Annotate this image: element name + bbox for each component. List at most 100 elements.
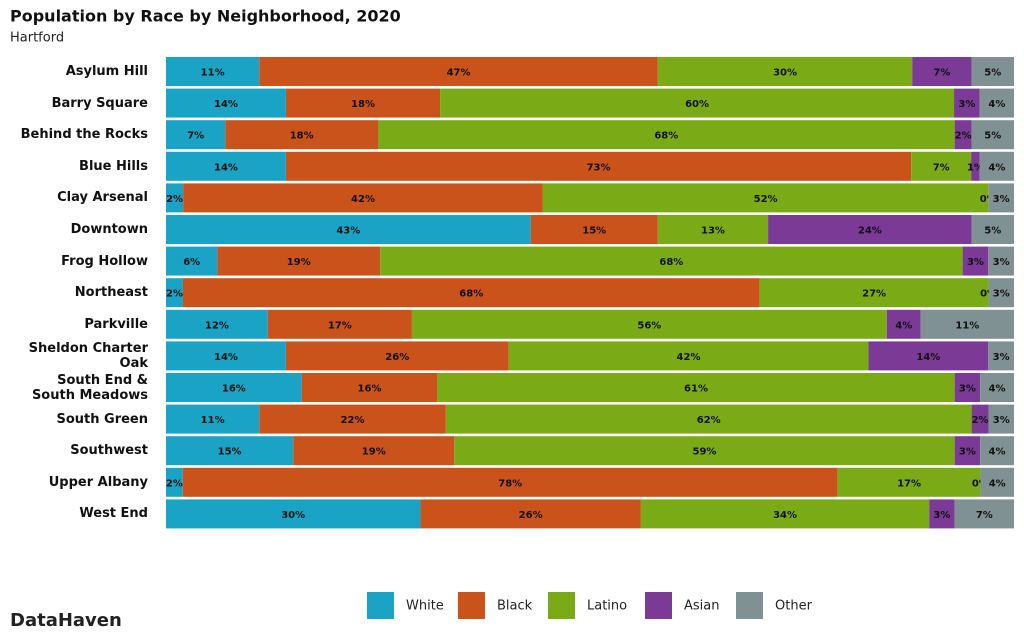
bar-segment	[166, 341, 286, 371]
bar-segment	[166, 88, 286, 118]
bar-segment	[166, 467, 183, 497]
value-label: 18%	[290, 131, 314, 142]
legend-swatch	[367, 592, 394, 619]
legend-label: Other	[775, 599, 813, 614]
value-label: 5%	[984, 131, 1001, 142]
legend-swatch	[736, 592, 763, 619]
value-label: 7%	[976, 510, 993, 521]
bar-segment	[166, 57, 260, 86]
value-label: 27%	[862, 289, 886, 300]
bar-segment	[285, 151, 912, 181]
value-label: 19%	[362, 447, 386, 458]
bar-segment	[166, 499, 421, 529]
value-label: 4%	[989, 447, 1006, 458]
value-label: 1%	[967, 162, 984, 173]
bar-segment	[988, 404, 1014, 434]
bar-segment	[440, 88, 955, 118]
bar-segment	[166, 373, 302, 402]
bar-segment	[380, 246, 963, 276]
bar-segment	[259, 404, 446, 434]
value-label: 3%	[967, 257, 984, 268]
value-label: 68%	[459, 289, 483, 300]
value-label: 2%	[955, 131, 972, 142]
bar-segment	[920, 309, 1014, 339]
value-label: 47%	[447, 68, 471, 79]
category-label: Parkville	[84, 316, 148, 332]
value-label: 78%	[498, 478, 522, 489]
value-label: 42%	[351, 194, 375, 205]
value-label: 2%	[972, 415, 989, 426]
value-label: 3%	[959, 447, 976, 458]
bar-segment	[183, 183, 543, 213]
category-label: Blue Hills	[79, 158, 148, 174]
bar-segment	[768, 215, 972, 244]
value-label: 19%	[287, 257, 311, 268]
bar-segment	[285, 341, 509, 371]
value-label: 30%	[773, 68, 797, 79]
category-label: South Green	[56, 411, 148, 427]
bar-segment	[954, 120, 972, 150]
bar-segment	[259, 57, 658, 86]
bar-segment	[988, 278, 1014, 308]
category-label: West End	[79, 506, 148, 522]
category-label: Sheldon Charter Oak	[28, 340, 148, 371]
value-label: 2%	[166, 194, 183, 205]
category-label: Downtown	[70, 222, 148, 237]
bar-segment	[954, 88, 980, 118]
bar-segment	[912, 57, 972, 86]
value-label: 7%	[933, 162, 950, 173]
value-label: 14%	[214, 162, 238, 173]
bar-segment	[182, 278, 760, 308]
value-label: 11%	[955, 320, 979, 331]
value-label: 3%	[958, 99, 975, 110]
bar-segment	[868, 341, 989, 371]
legend-swatch	[458, 592, 485, 619]
bar-segment	[980, 373, 1014, 402]
bar-segment	[988, 246, 1014, 276]
value-label: 11%	[201, 68, 225, 79]
value-label: 61%	[684, 384, 708, 395]
category-label: South End & South Meadows	[31, 372, 148, 403]
value-label: 5%	[984, 68, 1001, 79]
bar-segment	[979, 151, 1014, 181]
value-label: 3%	[993, 289, 1010, 300]
bar-segment	[657, 215, 769, 244]
bar-segment	[886, 309, 921, 339]
bar-segment	[166, 120, 226, 150]
value-label: 3%	[933, 510, 950, 521]
value-label: 24%	[858, 226, 882, 237]
bar-segment	[979, 88, 1014, 118]
category-label: Northeast	[74, 285, 148, 301]
bar-segment	[988, 183, 1014, 213]
value-label: 2%	[166, 289, 183, 300]
value-label: 14%	[916, 352, 940, 363]
value-label: 13%	[701, 226, 725, 237]
bar-segment	[911, 151, 972, 181]
category-label: Behind the Rocks	[20, 127, 148, 143]
value-label: 3%	[993, 194, 1010, 205]
value-label: 43%	[336, 226, 360, 237]
bar-segment	[411, 309, 887, 339]
bar-segment	[759, 278, 989, 308]
bar-segment	[640, 499, 930, 529]
bar-segment	[293, 436, 455, 466]
value-label: 17%	[897, 478, 921, 489]
legend-swatch	[645, 592, 672, 619]
bar-segment	[285, 88, 441, 118]
bar-segment	[542, 183, 989, 213]
value-label: 22%	[341, 415, 365, 426]
bar-segment	[166, 183, 184, 213]
value-label: 68%	[654, 131, 678, 142]
value-label: 15%	[218, 447, 242, 458]
value-label: 14%	[214, 352, 238, 363]
bar-segment	[988, 341, 1014, 371]
bar-segment	[267, 309, 412, 339]
value-label: 4%	[989, 478, 1006, 489]
value-label: 42%	[677, 352, 701, 363]
bar-segment	[971, 151, 980, 181]
value-label: 68%	[659, 257, 683, 268]
bar-segment	[954, 499, 1014, 529]
bar-segment	[971, 57, 1014, 86]
